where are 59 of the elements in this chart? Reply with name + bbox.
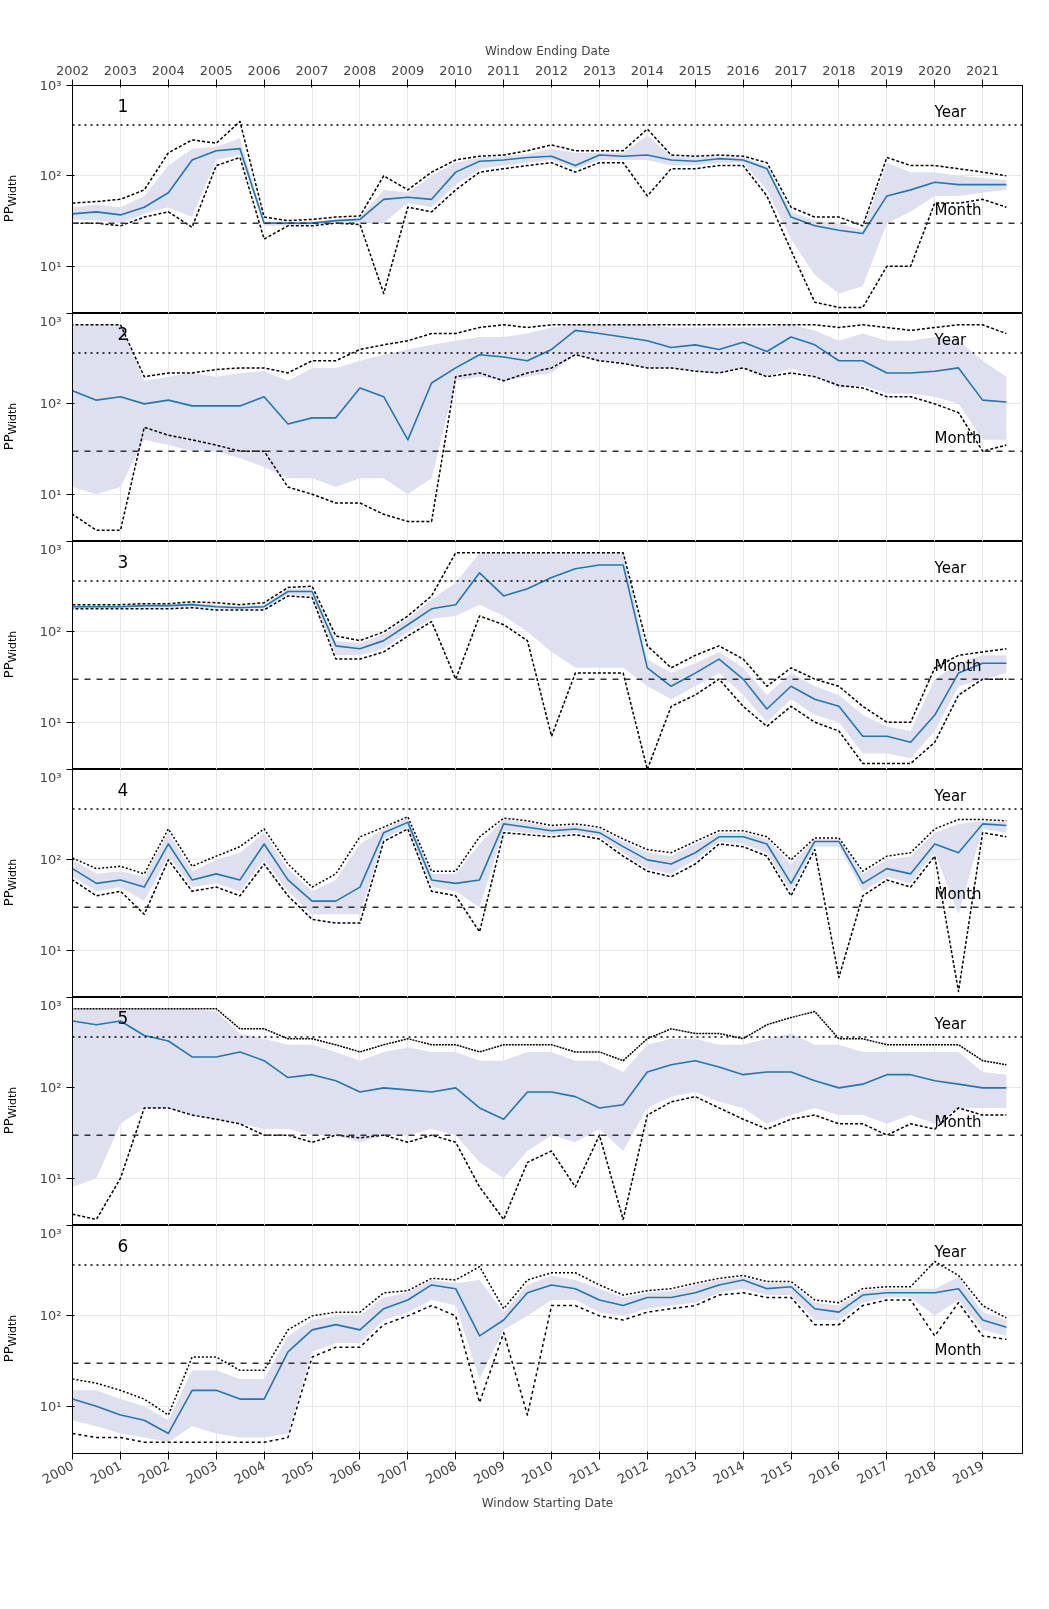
ref-line-label: Year (933, 1015, 968, 1034)
x2-tick-label: 2007 (295, 62, 329, 78)
y-tick-label: 10¹ (39, 1398, 62, 1414)
annotation: 6 (117, 1235, 129, 1256)
x2-tick-label: 2005 (199, 62, 233, 78)
x2-tick-label: 2006 (247, 62, 281, 78)
x2-tick-label: 2016 (726, 62, 760, 78)
y-tick-label: 10³ (39, 78, 62, 93)
y-tick-label: 10¹ (39, 714, 62, 730)
x-axis-title: Window Starting Date (481, 1496, 614, 1511)
x2-tick-label: 2020 (918, 62, 952, 78)
x2-tick-label: 2004 (151, 62, 185, 78)
x2-tick-label: 2018 (822, 62, 856, 78)
y-tick-label: 10² (39, 168, 62, 184)
x2-tick-label: 2010 (439, 62, 473, 78)
annotation: 1 (117, 95, 129, 116)
y-tick-label: 10³ (39, 541, 62, 557)
x2-tick-label: 2012 (534, 62, 568, 78)
ref-line-label: Year (933, 1243, 968, 1262)
y-tick-label: 10³ (39, 769, 62, 785)
ref-line-label: Year (933, 787, 968, 806)
ref-line-label: Month (934, 429, 982, 448)
annotation: 4 (117, 779, 129, 800)
x2-tick-label: 2009 (391, 62, 425, 78)
x2-tick-label: 2008 (343, 62, 377, 78)
x2-axis-title: Window Ending Date (485, 43, 611, 58)
ref-line-label: Month (934, 885, 982, 904)
y-tick-label: 10² (39, 1080, 62, 1096)
x2-tick-label: 2011 (487, 62, 521, 78)
x2-tick-label: 2021 (966, 62, 1000, 78)
line-series (72, 147, 1008, 235)
ref-line-label: Year (933, 103, 968, 122)
ref-line-label: Year (933, 331, 968, 350)
x2-tick-label: 2013 (582, 62, 616, 78)
y-tick-label: 10³ (39, 997, 62, 1013)
ref-line-label: Month (934, 201, 982, 220)
annotation: 2 (117, 323, 129, 344)
x2-tick-label: 2017 (774, 62, 808, 78)
x2-tick-label: 2015 (678, 62, 712, 78)
ref-line-label: Month (934, 1341, 982, 1360)
x2-tick-label: 2002 (55, 62, 90, 78)
x-tick-label: 2011 (566, 1457, 604, 1487)
y-tick-label: 10³ (39, 313, 62, 329)
x-tick-label: 2001 (87, 1457, 125, 1487)
y-tick-label: 10¹ (39, 486, 62, 502)
y-tick-label: 10² (39, 852, 62, 868)
y-tick-label: 10² (39, 1308, 62, 1324)
ref-line-label: Month (934, 1113, 982, 1132)
y-tick-label: 10³ (39, 1225, 62, 1241)
x2-tick-label: 2019 (870, 62, 904, 78)
ref-line-label: Year (933, 559, 968, 578)
y-tick-label: 10¹ (39, 942, 62, 958)
annotation: 3 (117, 551, 129, 572)
y-tick-label: 10² (39, 396, 62, 412)
x2-tick-label: 2003 (103, 62, 137, 78)
x2-tick-label: 2014 (630, 62, 664, 78)
y-tick-label: 10¹ (39, 258, 62, 274)
y-tick-label: 10¹ (39, 1170, 62, 1186)
y-tick-label: 10² (39, 624, 62, 640)
